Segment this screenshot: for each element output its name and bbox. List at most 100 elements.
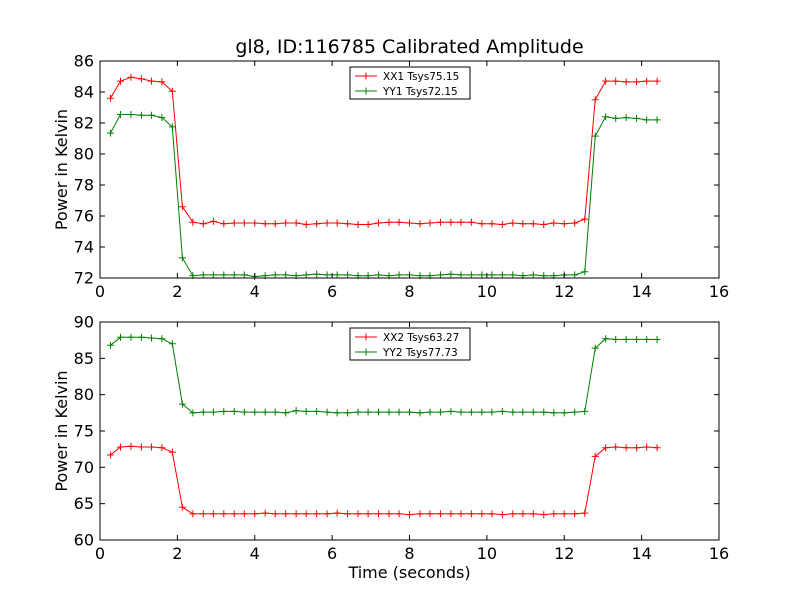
data-point: [643, 443, 651, 451]
data-point: [199, 408, 207, 416]
data-point: [168, 123, 176, 131]
data-point: [127, 73, 135, 81]
data-point: [529, 271, 537, 279]
chart-title: gl8, ID:116785 Calibrated Amplitude: [235, 36, 583, 58]
data-point: [467, 510, 475, 518]
legend-box: [349, 66, 471, 100]
data-point: [220, 510, 228, 518]
data-point: [178, 203, 186, 211]
data-point: [519, 510, 527, 518]
data-point: [106, 129, 114, 137]
data-point: [230, 271, 238, 279]
data-point: [622, 114, 630, 122]
data-point: [395, 271, 403, 279]
data-point: [333, 509, 341, 517]
y-tick-label: 84: [74, 83, 94, 102]
data-point: [292, 510, 300, 518]
data-point: [488, 408, 496, 416]
data-point: [220, 271, 228, 279]
legend-marker: [362, 348, 370, 356]
data-point: [271, 271, 279, 279]
data-point: [261, 408, 269, 416]
x-tick-label: 12: [554, 282, 574, 301]
data-point: [447, 510, 455, 518]
y-tick-label: 80: [74, 385, 94, 404]
x-tick-label: 12: [554, 544, 574, 563]
data-point: [643, 116, 651, 124]
data-point: [612, 114, 620, 122]
data-point: [509, 408, 517, 416]
data-point: [240, 510, 248, 518]
data-point: [323, 271, 331, 279]
data-point: [230, 407, 238, 415]
bottom-plot-ticks: 0 2 4 6 8 10 12 14 16 60 65 70 75 80 85 90: [74, 313, 730, 564]
data-point: [302, 221, 310, 229]
x-tick-label: 16: [709, 282, 729, 301]
legend-marker: [362, 72, 370, 80]
data-point: [612, 77, 620, 85]
data-point: [137, 111, 145, 119]
legend-label: XX1 Tsys75.15: [383, 71, 459, 83]
data-point: [323, 219, 331, 227]
data-point: [591, 132, 599, 140]
data-point: [436, 510, 444, 518]
data-point: [540, 221, 548, 229]
data-point: [209, 408, 217, 416]
data-point: [498, 511, 506, 519]
data-point: [199, 510, 207, 518]
data-point: [158, 78, 166, 86]
y-tick-label: 74: [74, 238, 94, 257]
data-point: [457, 218, 465, 226]
data-point: [612, 443, 620, 451]
data-point: [498, 221, 506, 229]
data-point: [251, 510, 259, 518]
x-tick-label: 16: [709, 544, 729, 563]
y-tick-label: 70: [74, 458, 94, 477]
data-point: [137, 75, 145, 83]
data-point: [498, 271, 506, 279]
data-point: [591, 96, 599, 104]
data-point: [591, 344, 599, 352]
data-point: [457, 510, 465, 518]
data-point: [333, 271, 341, 279]
data-point: [240, 219, 248, 227]
y-tick-label: 60: [74, 531, 94, 550]
data-point: [571, 219, 579, 227]
data-point: [467, 408, 475, 416]
data-point: [313, 510, 321, 518]
data-point: [509, 510, 517, 518]
x-tick-label: 14: [631, 544, 651, 563]
data-point: [529, 220, 537, 228]
data-point: [117, 110, 125, 118]
data-point: [364, 408, 372, 416]
data-point: [643, 77, 651, 85]
y-tick-label: 76: [74, 207, 94, 226]
data-point: [426, 408, 434, 416]
data-point: [560, 510, 568, 518]
data-point: [467, 271, 475, 279]
legend-box: [349, 327, 471, 361]
data-point: [333, 409, 341, 417]
data-point: [478, 510, 486, 518]
data-point: [137, 443, 145, 451]
x-tick-label: 2: [172, 544, 182, 563]
data-point: [550, 219, 558, 227]
data-point: [261, 509, 269, 517]
data-point: [447, 407, 455, 415]
data-point: [653, 335, 661, 343]
bottom-plot-marks: [106, 333, 661, 519]
data-point: [540, 408, 548, 416]
data-point: [178, 503, 186, 511]
data-point: [147, 111, 155, 119]
data-point: [282, 271, 290, 279]
data-point: [581, 268, 589, 276]
data-point: [158, 335, 166, 343]
data-point: [633, 444, 641, 452]
x-tick-label: 6: [327, 544, 337, 563]
data-point: [653, 444, 661, 452]
data-point: [323, 510, 331, 518]
data-point: [622, 444, 630, 452]
data-point: [189, 218, 197, 226]
x-tick-label: 14: [631, 282, 651, 301]
